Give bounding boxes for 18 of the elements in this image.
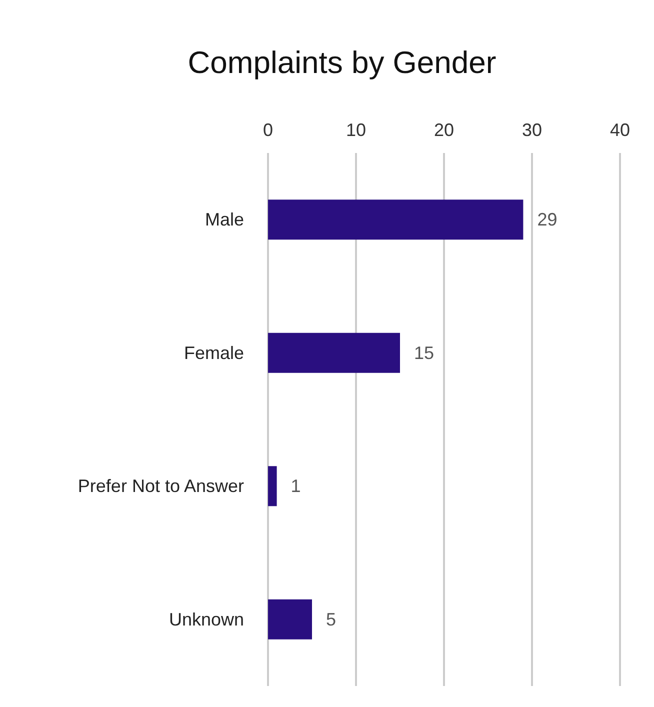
x-tick-label: 40 (610, 120, 630, 140)
y-tick-label: Female (184, 342, 244, 363)
bar (268, 466, 277, 506)
data-label: 15 (414, 342, 434, 363)
bar (268, 332, 400, 373)
x-tick-label: 20 (434, 120, 454, 140)
x-tick-label: 0 (262, 120, 274, 140)
bar (268, 599, 312, 640)
data-label: 29 (537, 210, 558, 230)
x-tick-label: 30 (522, 120, 542, 140)
chart-title: Complaints by Gender (188, 45, 496, 80)
y-tick-label: Prefer Not to Answer (78, 476, 244, 496)
bar (268, 200, 524, 240)
y-tick-label: Unknown (168, 609, 244, 630)
data-label: 1 (290, 476, 301, 496)
x-tick-label: 10 (346, 120, 366, 140)
y-tick-label: Male (204, 210, 244, 230)
data-label: 5 (326, 609, 336, 630)
